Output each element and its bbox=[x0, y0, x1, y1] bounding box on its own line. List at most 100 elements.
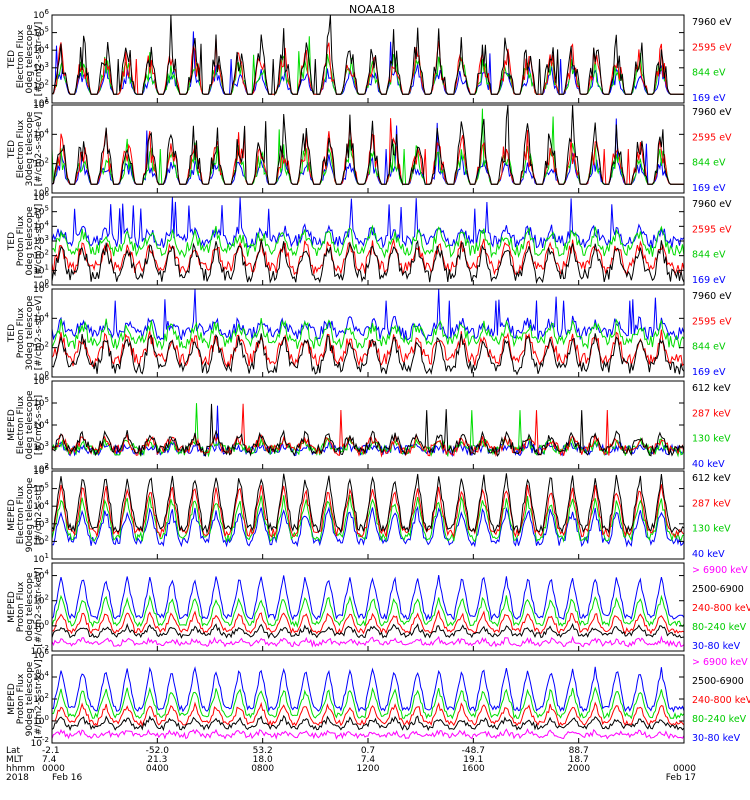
legend-entry: 80-240 keV bbox=[692, 714, 747, 725]
legend-entry: 240-800 keV bbox=[692, 603, 750, 614]
trace-8-4 bbox=[51, 686, 685, 720]
x-tick-label: 1200 bbox=[357, 764, 380, 774]
trace-6-1 bbox=[51, 473, 685, 535]
x-tick-label: Feb 16 bbox=[52, 773, 83, 783]
legend-entry: 7960 eV bbox=[692, 17, 732, 28]
trace-3-2 bbox=[51, 238, 685, 276]
panel-8-ylabel: MEPEDProton Flux90deg telescope[#/cm2-s-… bbox=[7, 659, 44, 738]
trace-3-1 bbox=[51, 239, 685, 285]
legend-entry: 844 eV bbox=[692, 68, 726, 79]
legend-entry: 169 eV bbox=[692, 183, 726, 194]
legend-entry: 2595 eV bbox=[692, 42, 732, 53]
panel-7-traces bbox=[51, 575, 685, 648]
panel-2-frame bbox=[51, 104, 685, 194]
trace-3-3 bbox=[51, 224, 685, 259]
x-row-label: Lat bbox=[6, 746, 21, 756]
legend-entry: 844 eV bbox=[692, 342, 726, 353]
trace-4-1 bbox=[51, 333, 685, 376]
trace-7-1 bbox=[51, 635, 685, 648]
x-tick-label: 0000 bbox=[42, 764, 65, 774]
trace-8-5 bbox=[51, 666, 685, 713]
panel-2-traces bbox=[51, 104, 684, 187]
legend-entry: 40 keV bbox=[692, 549, 725, 560]
y-tick-label: 106 bbox=[33, 8, 49, 21]
legend-entry: 2595 eV bbox=[692, 132, 732, 143]
trace-8-1 bbox=[51, 728, 685, 740]
legend-entry: 844 eV bbox=[692, 250, 726, 261]
x-row-label: hhmm bbox=[6, 764, 35, 774]
legend-entry: 7960 eV bbox=[692, 199, 732, 210]
panel-4-traces bbox=[51, 288, 685, 376]
legend-entry: 169 eV bbox=[692, 367, 726, 378]
x-tick-label: 2000 bbox=[567, 764, 590, 774]
trace-2-1 bbox=[51, 104, 684, 185]
x-tick-label: Feb 17 bbox=[666, 773, 696, 783]
legend-entry: 844 eV bbox=[692, 158, 726, 169]
legend-entry: 287 keV bbox=[692, 408, 731, 419]
legend-entry: 30-80 keV bbox=[692, 733, 741, 744]
legend-entry: 169 eV bbox=[692, 275, 726, 286]
panel-5-ylabel: MEPEDElectron Flux0deg telescope[#/cm2-s… bbox=[7, 390, 44, 460]
legend-entry: 40 keV bbox=[692, 459, 725, 470]
legend-entry: 7960 eV bbox=[692, 291, 732, 302]
panel-5-traces bbox=[51, 403, 685, 458]
x-row-label: MLT bbox=[6, 755, 24, 765]
trace-7-3 bbox=[51, 609, 685, 635]
x-tick-label: 18.0 bbox=[253, 755, 273, 765]
legend-entry: 240-800 keV bbox=[692, 695, 750, 706]
panel-4-ylabel: TEDProton Flux30deg telescope[#/cm2-s-st… bbox=[7, 295, 44, 370]
x-tick-label: 18.7 bbox=[569, 755, 589, 765]
legend-entry: 7960 eV bbox=[692, 107, 732, 118]
trace-7-4 bbox=[51, 594, 685, 628]
x-tick-label: 53.2 bbox=[253, 746, 273, 756]
x-tick-label: 88.7 bbox=[569, 746, 589, 756]
trace-5-2 bbox=[51, 403, 685, 458]
trace-3-4 bbox=[51, 197, 685, 249]
legend-entry: 2500-6900 bbox=[692, 584, 744, 595]
trace-8-2 bbox=[51, 714, 685, 732]
legend-entry: 287 keV bbox=[692, 498, 731, 509]
legend-entry: 130 keV bbox=[692, 434, 731, 445]
trace-1-1 bbox=[51, 14, 684, 97]
legend-entry: 30-80 keV bbox=[692, 641, 741, 652]
x-tick-label: -2.1 bbox=[42, 746, 60, 756]
panel-3-traces bbox=[51, 197, 685, 285]
trace-8-3 bbox=[51, 701, 685, 727]
x-tick-label: 0800 bbox=[251, 764, 274, 774]
panel-6-ylabel: MEPEDElectron Flux90deg telescope[#/cm2-… bbox=[7, 477, 44, 552]
trace-7-5 bbox=[51, 575, 685, 621]
legend-entry: 2595 eV bbox=[692, 316, 732, 327]
x-tick-label: 19.1 bbox=[463, 755, 483, 765]
y-tick-label: 101 bbox=[33, 552, 49, 565]
x-tick-label: 7.4 bbox=[361, 755, 376, 765]
trace-4-4 bbox=[51, 288, 685, 341]
x-tick-label: -52.0 bbox=[146, 746, 170, 756]
trace-4-3 bbox=[51, 318, 685, 351]
legend-entry: > 6900 keV bbox=[692, 565, 748, 576]
x-tick-label: 0.7 bbox=[361, 746, 375, 756]
x-tick-label: -48.7 bbox=[462, 746, 485, 756]
x-tick-label: 21.3 bbox=[147, 755, 167, 765]
panel-3-frame bbox=[51, 196, 685, 286]
x-tick-label: 7.4 bbox=[42, 755, 57, 765]
legend-entry: 169 eV bbox=[692, 93, 726, 104]
legend-entry: 612 keV bbox=[692, 383, 731, 394]
panel-8-traces bbox=[51, 666, 685, 740]
legend-entry: 130 keV bbox=[692, 524, 731, 535]
x-tick-label: 0000 bbox=[673, 764, 696, 774]
legend-entry: > 6900 keV bbox=[692, 657, 748, 668]
legend-entry: 612 keV bbox=[692, 473, 731, 484]
x-row-label: 2018 bbox=[6, 773, 29, 783]
legend-entry: 2500-6900 bbox=[692, 676, 744, 687]
